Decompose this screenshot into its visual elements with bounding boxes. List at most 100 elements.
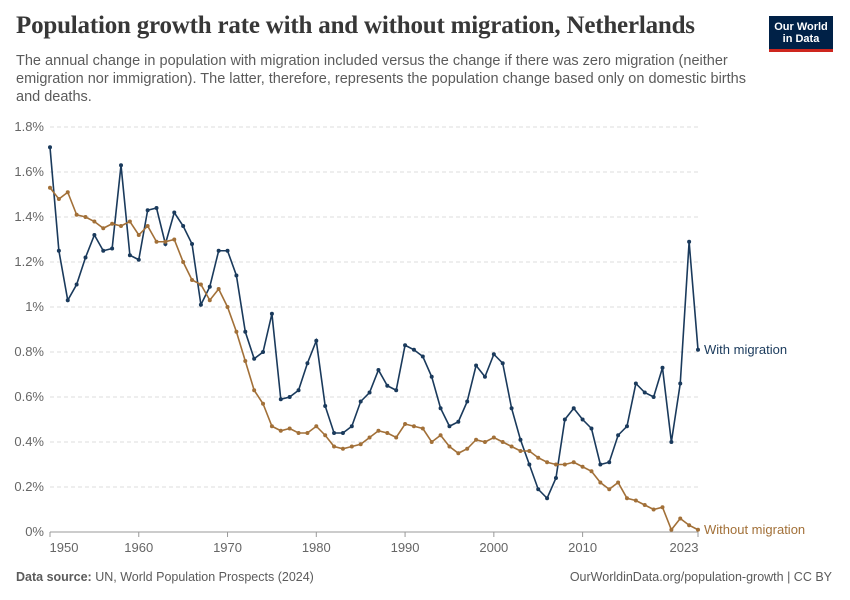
- data-point-with-migration[interactable]: [269, 311, 274, 316]
- data-point-with-migration[interactable]: [349, 424, 354, 429]
- data-point-without-migration[interactable]: [119, 224, 124, 228]
- data-point-without-migration[interactable]: [518, 449, 523, 453]
- data-point-with-migration[interactable]: [669, 440, 674, 444]
- data-point-with-migration[interactable]: [216, 248, 221, 253]
- data-point-without-migration[interactable]: [216, 287, 221, 291]
- data-point-with-migration[interactable]: [598, 462, 603, 467]
- data-point-without-migration[interactable]: [482, 440, 487, 444]
- data-point-with-migration[interactable]: [367, 390, 372, 395]
- series-line-without-migration[interactable]: [49, 187, 699, 532]
- data-point-without-migration[interactable]: [296, 431, 301, 435]
- data-point-without-migration[interactable]: [198, 282, 203, 287]
- data-point-with-migration[interactable]: [358, 399, 363, 404]
- data-point-without-migration[interactable]: [314, 424, 319, 429]
- data-point-with-migration[interactable]: [48, 145, 52, 150]
- data-point-without-migration[interactable]: [420, 426, 425, 431]
- data-point-with-migration[interactable]: [207, 284, 212, 289]
- data-point-with-migration[interactable]: [145, 208, 150, 213]
- data-point-with-migration[interactable]: [278, 397, 283, 402]
- data-point-with-migration[interactable]: [545, 496, 550, 501]
- owid-logo[interactable]: Our World in Data: [769, 16, 833, 52]
- data-point-without-migration[interactable]: [562, 462, 567, 467]
- data-point-with-migration[interactable]: [101, 248, 106, 253]
- data-point-with-migration[interactable]: [456, 419, 461, 424]
- data-point-without-migration[interactable]: [651, 507, 656, 512]
- data-point-with-migration[interactable]: [553, 476, 558, 480]
- data-point-without-migration[interactable]: [305, 431, 310, 435]
- data-point-with-migration[interactable]: [624, 424, 629, 429]
- data-point-with-migration[interactable]: [447, 424, 452, 429]
- data-point-with-migration[interactable]: [92, 233, 97, 237]
- data-point-without-migration[interactable]: [163, 239, 168, 244]
- data-point-without-migration[interactable]: [252, 388, 257, 393]
- data-point-without-migration[interactable]: [500, 440, 505, 444]
- data-point-with-migration[interactable]: [243, 329, 248, 334]
- data-point-without-migration[interactable]: [154, 239, 159, 244]
- data-point-without-migration[interactable]: [101, 226, 106, 231]
- data-point-with-migration[interactable]: [580, 417, 585, 422]
- data-point-without-migration[interactable]: [607, 487, 612, 492]
- data-point-without-migration[interactable]: [110, 221, 115, 226]
- data-point-with-migration[interactable]: [482, 374, 487, 379]
- data-point-with-migration[interactable]: [127, 253, 132, 258]
- data-point-with-migration[interactable]: [83, 255, 88, 260]
- data-point-with-migration[interactable]: [642, 390, 647, 395]
- data-point-without-migration[interactable]: [136, 233, 141, 237]
- data-point-without-migration[interactable]: [65, 190, 70, 195]
- data-point-without-migration[interactable]: [358, 442, 363, 447]
- data-point-without-migration[interactable]: [456, 451, 461, 456]
- data-point-without-migration[interactable]: [616, 480, 621, 485]
- data-point-with-migration[interactable]: [403, 343, 408, 348]
- data-point-with-migration[interactable]: [571, 406, 576, 411]
- data-point-without-migration[interactable]: [323, 433, 328, 438]
- data-point-with-migration[interactable]: [287, 395, 292, 399]
- data-point-without-migration[interactable]: [127, 219, 132, 224]
- data-point-without-migration[interactable]: [696, 527, 700, 532]
- data-point-with-migration[interactable]: [305, 361, 310, 366]
- data-point-without-migration[interactable]: [571, 460, 576, 465]
- data-point-with-migration[interactable]: [616, 433, 621, 438]
- data-point-without-migration[interactable]: [207, 298, 212, 303]
- data-point-without-migration[interactable]: [465, 446, 470, 451]
- data-point-with-migration[interactable]: [491, 352, 496, 357]
- data-point-with-migration[interactable]: [65, 298, 70, 303]
- data-point-without-migration[interactable]: [633, 498, 638, 503]
- data-point-without-migration[interactable]: [580, 464, 585, 469]
- data-point-without-migration[interactable]: [491, 435, 496, 440]
- data-point-with-migration[interactable]: [589, 426, 594, 431]
- data-point-with-migration[interactable]: [119, 163, 124, 168]
- data-point-without-migration[interactable]: [349, 444, 354, 449]
- data-point-without-migration[interactable]: [243, 359, 248, 363]
- data-point-without-migration[interactable]: [447, 444, 452, 449]
- data-point-without-migration[interactable]: [56, 197, 61, 201]
- data-point-with-migration[interactable]: [394, 388, 399, 393]
- data-point-without-migration[interactable]: [190, 278, 195, 282]
- data-point-with-migration[interactable]: [225, 248, 230, 253]
- data-point-with-migration[interactable]: [340, 431, 345, 435]
- data-point-without-migration[interactable]: [385, 431, 390, 435]
- data-point-without-migration[interactable]: [624, 496, 629, 501]
- data-point-without-migration[interactable]: [376, 428, 381, 433]
- data-point-without-migration[interactable]: [172, 237, 177, 242]
- data-point-with-migration[interactable]: [181, 224, 186, 228]
- data-point-without-migration[interactable]: [145, 224, 150, 228]
- data-point-with-migration[interactable]: [518, 437, 523, 442]
- data-point-without-migration[interactable]: [74, 212, 79, 217]
- data-point-without-migration[interactable]: [678, 516, 683, 521]
- data-point-without-migration[interactable]: [367, 435, 372, 440]
- data-point-with-migration[interactable]: [198, 302, 203, 307]
- data-point-without-migration[interactable]: [225, 305, 230, 309]
- data-point-without-migration[interactable]: [394, 435, 399, 440]
- data-point-without-migration[interactable]: [278, 428, 283, 433]
- data-point-without-migration[interactable]: [48, 185, 52, 190]
- data-point-without-migration[interactable]: [332, 444, 337, 449]
- data-point-with-migration[interactable]: [252, 356, 257, 361]
- data-point-with-migration[interactable]: [527, 462, 532, 467]
- data-point-with-migration[interactable]: [385, 383, 390, 388]
- data-point-without-migration[interactable]: [660, 505, 665, 510]
- data-point-with-migration[interactable]: [429, 374, 434, 379]
- data-point-without-migration[interactable]: [411, 424, 416, 429]
- data-point-without-migration[interactable]: [527, 449, 532, 453]
- data-point-without-migration[interactable]: [234, 329, 239, 334]
- data-point-with-migration[interactable]: [607, 460, 612, 465]
